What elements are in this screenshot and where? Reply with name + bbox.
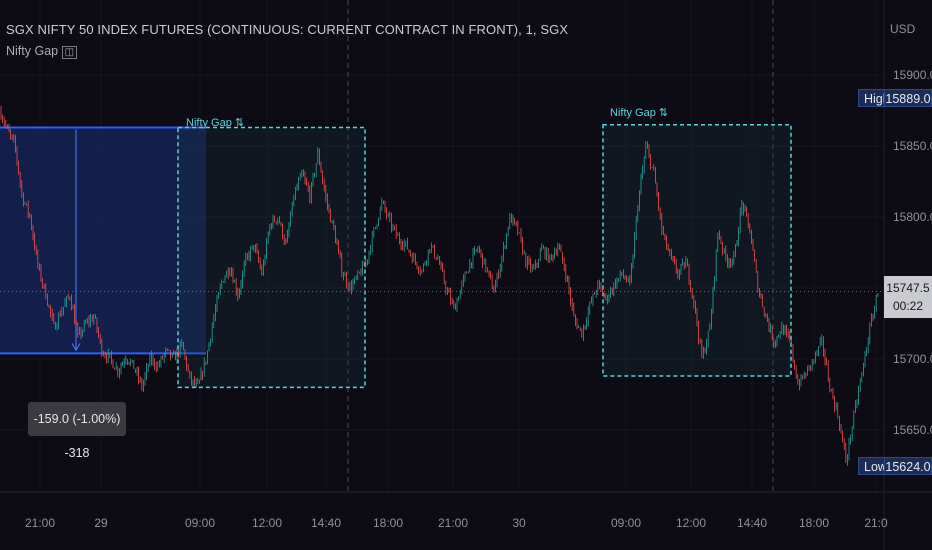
measure-range-box [0,127,206,354]
grid-lines [0,74,884,431]
time-tick-label: 14:40 [311,516,341,530]
candlestick-series [0,105,879,466]
indicator-settings-icon[interactable]: ◫ [61,46,78,59]
gap-label-1: Nifty Gap ⇅ [186,117,245,129]
chart-title: SGX NIFTY 50 INDEX FUTURES (CONTINUOUS: … [6,22,569,37]
bar-countdown: 00:22 [892,299,924,313]
low-price-tag: 15624.0 [884,457,932,475]
time-tick-label: 12:00 [252,516,282,530]
gap-label-2: Nifty Gap ⇅ [610,107,669,119]
price-tick-label: 15850.0 [893,139,932,153]
nifty-gap-boxes [177,123,792,389]
time-tick-label: 30 [512,516,526,530]
time-tick-label: 21:00 [438,516,468,530]
nifty-gap-box [602,123,792,377]
time-axis[interactable]: 21:00 29 09:00 12:00 14:40 18:00 21:00 30 09:00 1… [0,491,932,530]
high-price-tag: 15889.0 [884,89,932,107]
session-separators [347,0,774,492]
time-tick-label: 09:00 [611,516,641,530]
indicator-name: Nifty Gap [6,44,59,58]
measure-tooltip: -159.0 (-1.00%) -318 [28,402,126,460]
time-tick-label: 18:00 [373,516,403,530]
last-price-value: 15747.5 [886,281,930,295]
measure-tool[interactable] [0,126,206,355]
indicator-label[interactable]: Nifty Gap ◫ [6,44,78,59]
time-tick-label: 29 [94,516,108,530]
time-tick-label: 21:0 [864,516,888,530]
time-tick-label: 21:00 [25,516,55,530]
last-price-tag: 15747.5 00:22 [884,276,932,318]
time-tick-label: 12:00 [676,516,706,530]
price-tick-label: 15900.0 [893,68,932,82]
nifty-gap-box [177,126,366,389]
time-tick-label: 09:00 [185,516,215,530]
measure-arrow-head [71,343,81,352]
price-tick-label: 15800.0 [893,210,932,224]
time-tick-label: 14:40 [737,516,767,530]
currency-label: USD [890,22,916,36]
time-tick-label: 18:00 [799,516,829,530]
price-tick-label: 15650.0 [893,423,932,437]
price-tick-label: 15700.0 [893,352,932,366]
